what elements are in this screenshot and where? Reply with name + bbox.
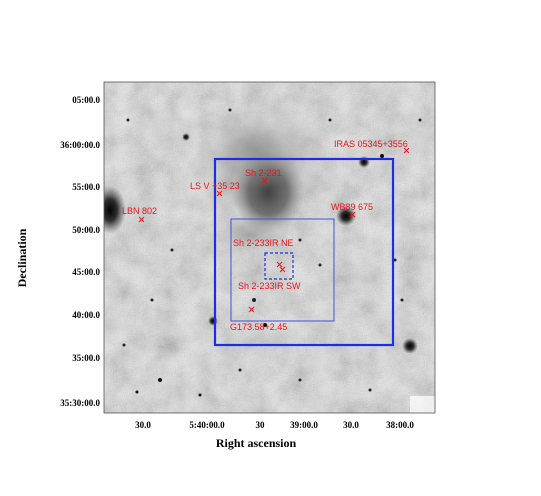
y-tick-label: 55:00.0	[72, 182, 100, 192]
source-iras-05345: IRAS 05345+3556	[334, 139, 410, 154]
x-axis-title: Right ascension	[216, 436, 297, 450]
source-g173: G173.58+2.45	[230, 306, 287, 332]
inner-field-box	[264, 252, 294, 280]
y-tick-label: 35:00.0	[72, 353, 100, 363]
source-wb89-675: WB89 675	[331, 202, 373, 218]
source-label: LBN 802	[122, 206, 157, 216]
source-label: Sh 2-233IR NE	[233, 238, 294, 248]
x-tick-label: 30.0	[135, 420, 151, 430]
source-lbn-802: LBN 802	[122, 206, 157, 223]
y-tick-label: 05:00.0	[72, 95, 100, 105]
x-tick-label: 30.0	[343, 420, 359, 430]
source-label: G173.58+2.45	[230, 322, 287, 332]
y-tick-label: 50:00.0	[72, 225, 100, 235]
x-axis: 30.0 5:40:00.0 30 39:00.0 30.0 38:00.0	[135, 420, 414, 430]
y-tick-label: 40:00.0	[72, 310, 100, 320]
y-axis-title: Declination	[15, 228, 29, 287]
x-tick-label: 30	[256, 420, 266, 430]
source-label: WB89 675	[331, 202, 373, 212]
x-tick-label: 38:00.0	[386, 420, 414, 430]
x-tick-label: 39:00.0	[290, 420, 318, 430]
source-label: LS V +35 23	[190, 181, 240, 191]
outer-field-box	[213, 157, 395, 347]
y-tick-label: 45:00.0	[72, 267, 100, 277]
y-tick-label: 36:00:00.0	[60, 140, 100, 150]
image-frame	[103, 81, 436, 414]
source-sh2-231: Sh 2-231	[245, 168, 282, 184]
y-axis: 05:00.0 36:00:00.0 55:00.0 50:00.0 45:00…	[60, 95, 100, 408]
source-label: IRAS 05345+3556	[334, 139, 408, 149]
x-tick-label: 5:40:00.0	[189, 420, 225, 430]
y-tick-label: 35:30:00.0	[60, 398, 100, 408]
source-label: Sh 2-233IR SW	[238, 281, 301, 291]
source-label: Sh 2-231	[245, 168, 282, 178]
source-lsv-35-23: LS V +35 23	[190, 181, 240, 197]
sky-image	[104, 82, 435, 413]
source-sh2-233ir-sw: Sh 2-233IR SW	[238, 266, 301, 291]
source-sh2-233ir-ne: Sh 2-233IR NE	[233, 238, 294, 268]
middle-field-box	[230, 218, 335, 322]
